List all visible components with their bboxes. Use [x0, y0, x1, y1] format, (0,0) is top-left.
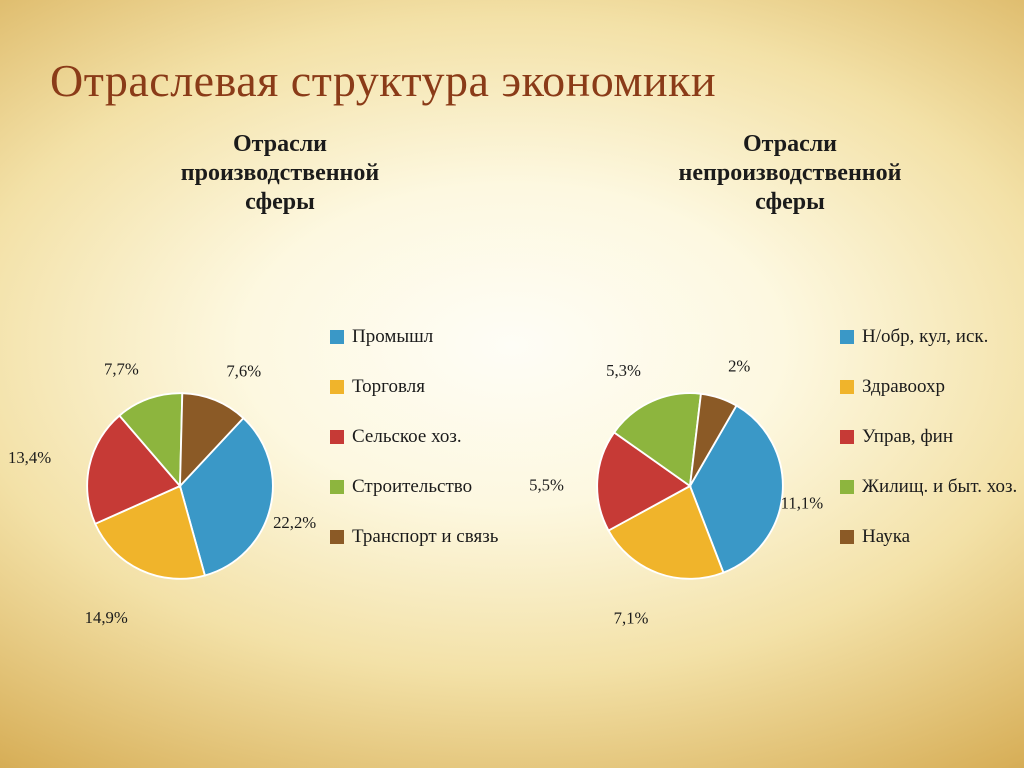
legend-item: Промышл	[330, 326, 510, 348]
legend-item: Жилищ. и быт. хоз.	[840, 476, 1020, 498]
slice-label: 7,1%	[614, 609, 649, 628]
legend-text: Сельское хоз.	[352, 426, 462, 448]
legend-right: Н/обр, кул, иск. Здравоохр Управ, фин Жилищ…	[840, 326, 1020, 575]
slice-label: 7,6%	[226, 362, 261, 381]
legend-text: Промышл	[352, 326, 433, 348]
slice-label: 2%	[728, 357, 750, 376]
legend-text: Транспорт и связь	[352, 526, 498, 548]
legend-text: Управ, фин	[862, 426, 953, 448]
legend-swatch	[330, 530, 344, 544]
legend-swatch	[840, 530, 854, 544]
legend-swatch	[330, 330, 344, 344]
slice-label: 11,1%	[781, 494, 824, 513]
legend-item: Управ, фин	[840, 426, 1020, 448]
pie-right: 11,1%7,1%5,5%5,3%2%	[560, 356, 820, 616]
legend-text: Торговля	[352, 376, 425, 398]
chart-left-title: Отрасли производственной сферы	[50, 130, 510, 216]
chart-right-title: Отрасли непроизводственной сферы	[560, 130, 1020, 216]
chart-right: Отрасли непроизводственной сферы 11,1% 7,…	[560, 130, 1020, 656]
legend-item: Торговля	[330, 376, 510, 398]
legend-item: Здравоохр	[840, 376, 1020, 398]
legend-item: Транспорт и связь	[330, 526, 510, 548]
slice-label: 13,4%	[8, 448, 51, 467]
legend-swatch	[330, 380, 344, 394]
chart-left: Отрасли производственной сферы 22,2% 14,9…	[50, 130, 510, 656]
slice-label: 14,9%	[85, 608, 128, 627]
slice-label: 5,3%	[606, 361, 641, 380]
legend-text: Строительство	[352, 476, 472, 498]
legend-swatch	[840, 380, 854, 394]
legend-item: Н/обр, кул, иск.	[840, 326, 1020, 348]
pie-left: 22,2%14,9%13,4%7,7%7,6%	[50, 356, 310, 616]
legend-swatch	[330, 430, 344, 444]
slice-label: 22,2%	[273, 514, 316, 533]
legend-swatch	[840, 480, 854, 494]
legend-swatch	[840, 330, 854, 344]
legend-text: Н/обр, кул, иск.	[862, 326, 988, 348]
legend-swatch	[330, 480, 344, 494]
legend-item: Наука	[840, 526, 1020, 548]
legend-item: Строительство	[330, 476, 510, 498]
slice-label: 7,7%	[104, 360, 139, 379]
slide-title: Отраслевая структура экономики	[50, 54, 716, 107]
slice-label: 5,5%	[529, 476, 564, 495]
legend-text: Жилищ. и быт. хоз.	[862, 476, 1017, 498]
legend-text: Здравоохр	[862, 376, 945, 398]
legend-item: Сельское хоз.	[330, 426, 510, 448]
legend-text: Наука	[862, 526, 910, 548]
legend-swatch	[840, 430, 854, 444]
legend-left: Промышл Торговля Сельское хоз. Строительств…	[330, 326, 510, 575]
